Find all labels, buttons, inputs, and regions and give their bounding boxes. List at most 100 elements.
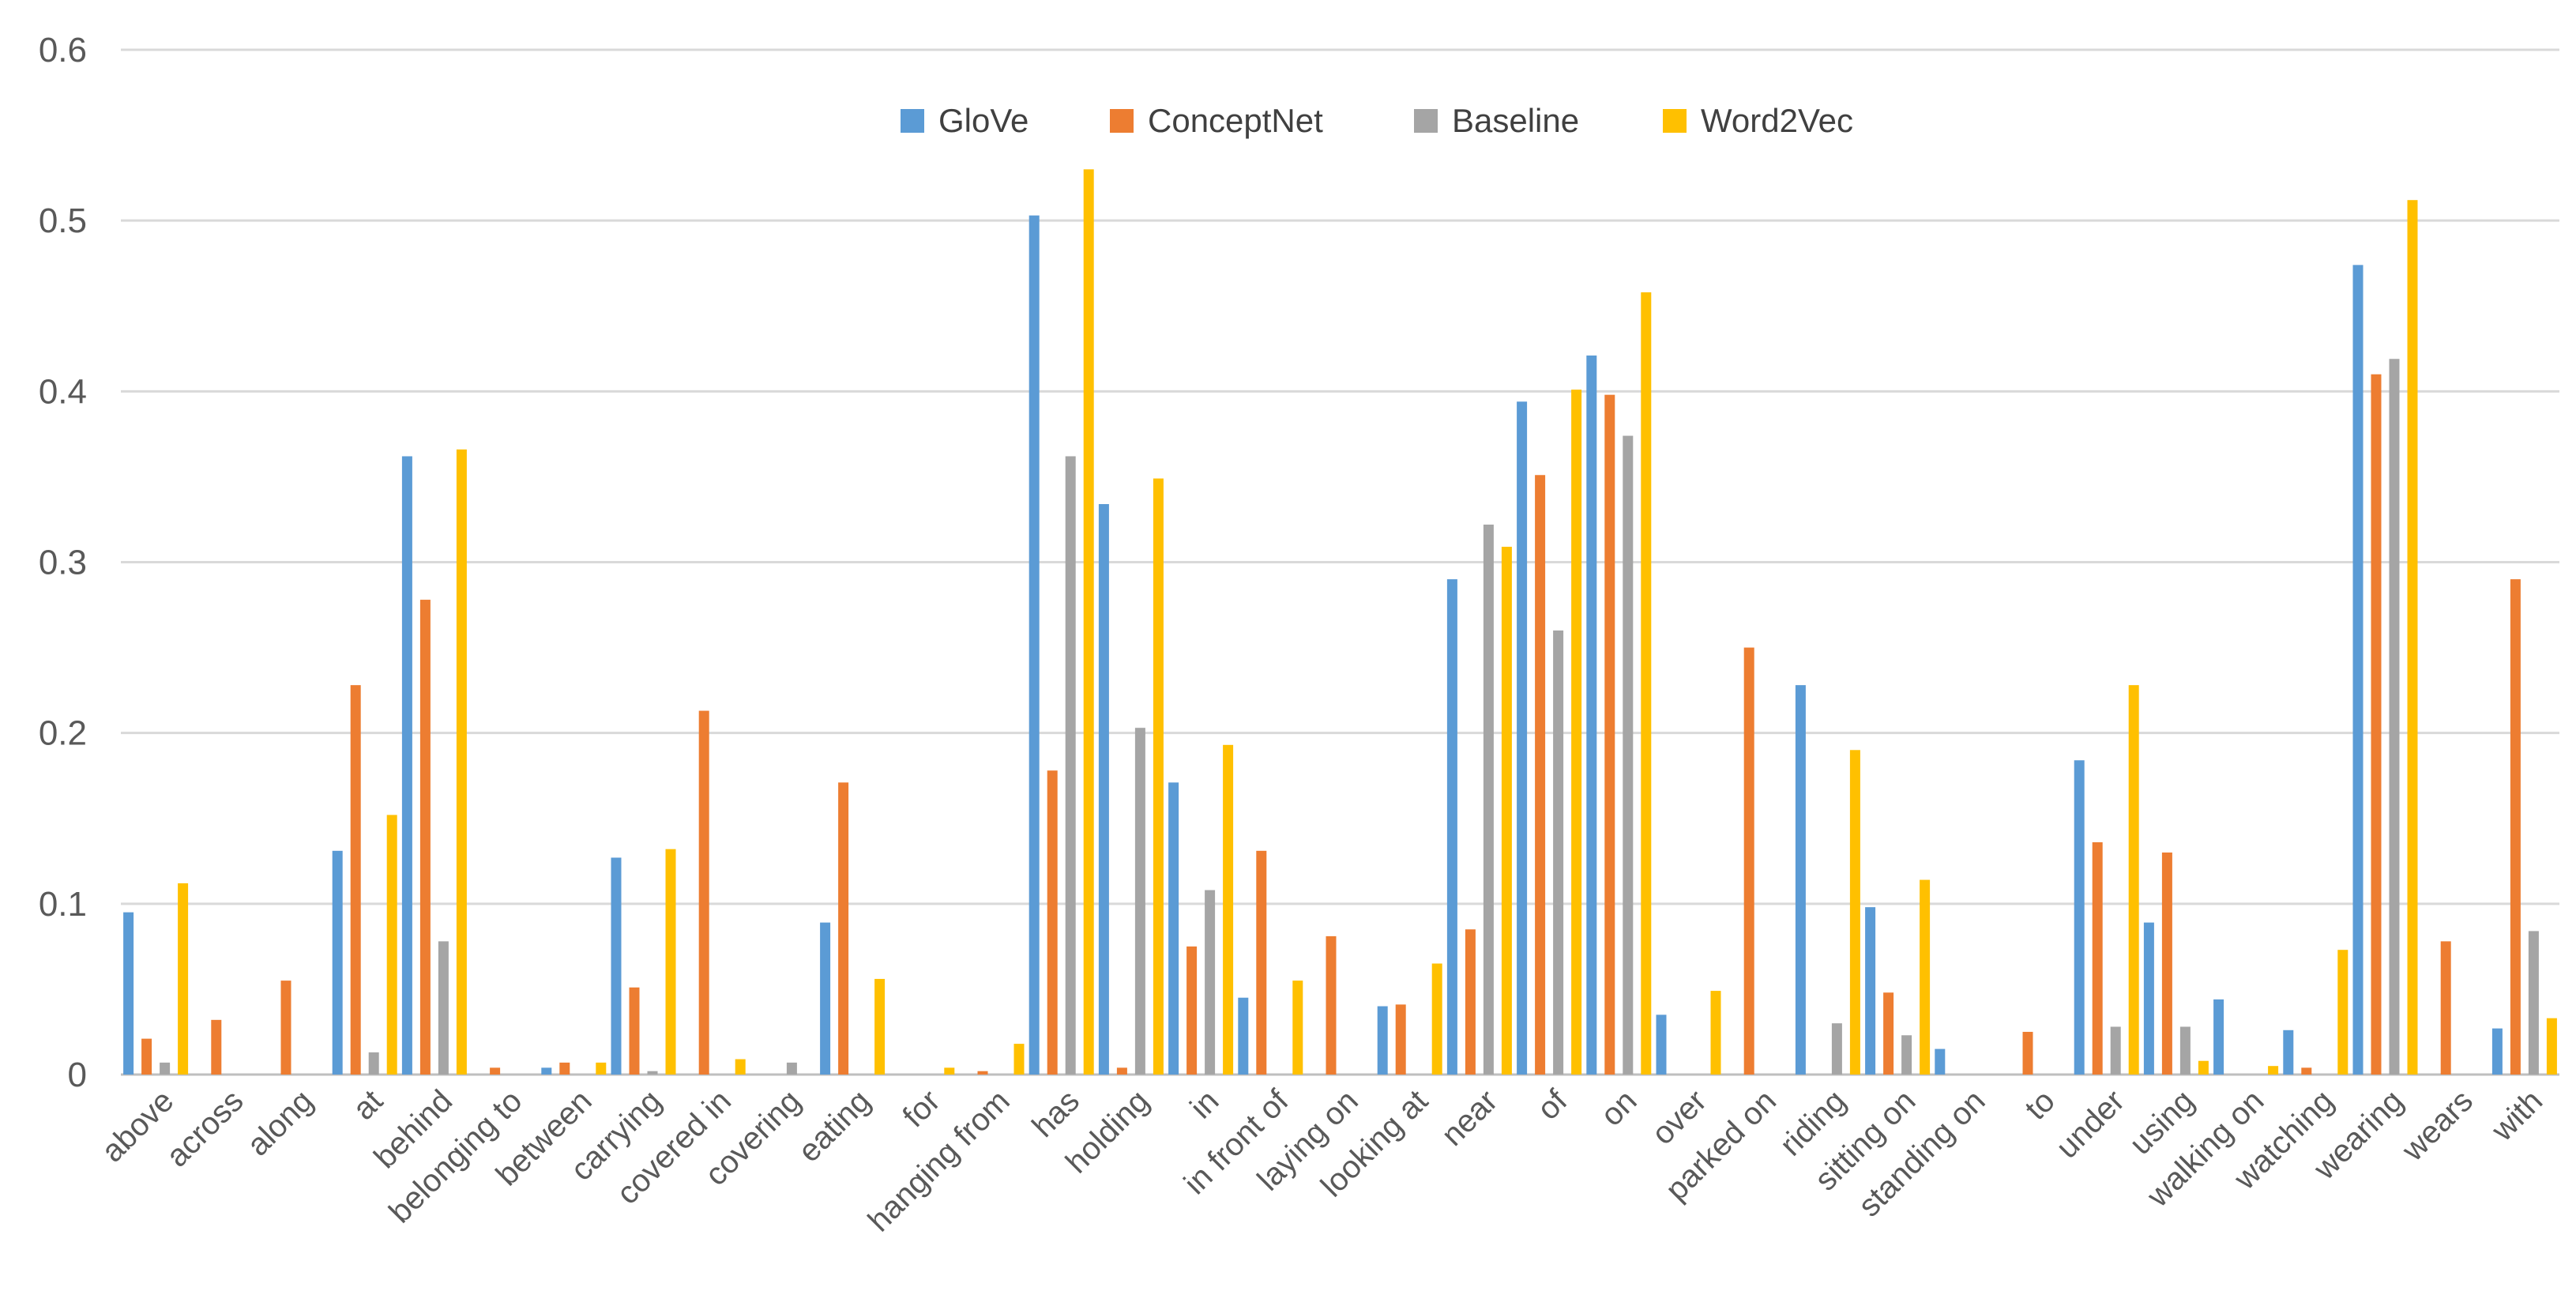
bar-conceptnet-across [211, 1019, 222, 1075]
legend-swatch-baseline [1414, 109, 1438, 133]
bar-conceptnet-laying-on [1326, 935, 1337, 1075]
bar-glove-under [2074, 760, 2085, 1075]
legend-label-word2vec: Word2Vec [1701, 102, 1853, 139]
bar-glove-looking-at [1377, 1006, 1388, 1075]
bar-glove-wearing [2352, 265, 2364, 1075]
bar-conceptnet-between [559, 1062, 570, 1075]
bar-glove-has [1029, 215, 1040, 1075]
x-tick-label: with [2484, 1083, 2549, 1148]
bar-word2vec-sitting-on [1920, 879, 1931, 1075]
bar-baseline-with [2528, 931, 2539, 1075]
bar-conceptnet-in [1186, 946, 1198, 1075]
bar-conceptnet-eating [838, 782, 849, 1075]
bar-word2vec-on [1641, 292, 1652, 1075]
bar-conceptnet-wearing [2371, 374, 2382, 1075]
y-tick-label: 0.5 [39, 201, 87, 240]
x-tick-label: of [1531, 1083, 1574, 1127]
bar-conceptnet-using [2161, 852, 2172, 1075]
bar-word2vec-walking-on [2268, 1066, 2279, 1075]
bar-conceptnet-has [1047, 770, 1058, 1075]
x-tick-label: in [1183, 1083, 1225, 1125]
x-tick-label: on [1594, 1083, 1644, 1133]
bar-conceptnet-with [2510, 579, 2521, 1075]
x-tick-label: eating [792, 1083, 877, 1169]
bar-conceptnet-holding [1116, 1067, 1127, 1075]
bar-glove-above [123, 912, 134, 1075]
bar-glove-eating [820, 922, 831, 1075]
bar-glove-over [1656, 1014, 1667, 1075]
x-tick-label: under [2050, 1083, 2131, 1165]
bar-glove-on [1586, 355, 1597, 1075]
x-tick-label: wears [2395, 1083, 2480, 1168]
bar-glove-using [2143, 922, 2154, 1075]
bar-glove-near [1446, 579, 1457, 1075]
bar-baseline-holding [1134, 728, 1145, 1075]
bar-baseline-near [1483, 524, 1494, 1075]
legend-label-baseline: Baseline [1452, 102, 1579, 139]
bar-conceptnet-under [2092, 842, 2103, 1075]
bar-conceptnet-near [1465, 929, 1476, 1075]
bar-glove-walking-on [2213, 999, 2224, 1075]
bar-conceptnet-to [2022, 1031, 2033, 1075]
bar-baseline-at [368, 1052, 379, 1075]
bar-conceptnet-hanging-from [977, 1071, 988, 1075]
bar-conceptnet-sitting-on [1883, 992, 1894, 1075]
bar-glove-in [1168, 782, 1179, 1075]
y-tick-label: 0 [68, 1056, 87, 1094]
x-tick-label: for [897, 1083, 947, 1134]
bar-word2vec-behind [456, 449, 467, 1075]
bar-word2vec-near [1501, 547, 1512, 1075]
legend-label-glove: GloVe [938, 102, 1029, 139]
bar-conceptnet-of [1535, 475, 1546, 1075]
bar-baseline-above [160, 1062, 171, 1075]
y-tick-label: 0.2 [39, 714, 87, 753]
bar-baseline-in [1205, 890, 1216, 1075]
bar-conceptnet-above [141, 1038, 152, 1075]
bar-word2vec-riding [1849, 750, 1860, 1075]
bar-baseline-of [1553, 630, 1564, 1075]
bar-word2vec-for [944, 1067, 955, 1075]
bar-conceptnet-looking-at [1395, 1004, 1406, 1075]
bar-conceptnet-in-front-of [1256, 850, 1267, 1075]
bar-word2vec-between [596, 1062, 607, 1075]
y-tick-label: 0.4 [39, 372, 87, 411]
y-tick-label: 0.6 [39, 31, 87, 70]
y-tick-label: 0.1 [39, 885, 87, 924]
bar-glove-holding [1098, 504, 1109, 1075]
bar-word2vec-under [2128, 685, 2139, 1075]
bar-conceptnet-on [1604, 394, 1615, 1075]
bar-glove-standing-on [1935, 1048, 1946, 1075]
bar-conceptnet-at [350, 685, 361, 1075]
x-tick-label: across [160, 1083, 250, 1173]
bar-baseline-riding [1831, 1023, 1842, 1075]
bar-conceptnet-carrying [629, 987, 640, 1075]
bars [123, 169, 2557, 1075]
bar-word2vec-holding [1153, 478, 1164, 1075]
bar-baseline-has [1065, 456, 1076, 1075]
bar-glove-in-front-of [1238, 997, 1249, 1075]
bar-baseline-wearing [2389, 359, 2400, 1075]
bar-glove-watching [2283, 1030, 2294, 1075]
x-tick-label: has [1025, 1083, 1086, 1144]
x-tick-label: to [2018, 1083, 2062, 1127]
bar-word2vec-with [2546, 1018, 2557, 1075]
bar-word2vec-watching [2337, 950, 2348, 1075]
legend-swatch-conceptnet [1110, 109, 1134, 133]
gridlines [121, 48, 2559, 1076]
bar-word2vec-above [178, 883, 189, 1075]
x-tick-label: near [1435, 1083, 1505, 1153]
bar-baseline-carrying [647, 1071, 658, 1075]
bar-word2vec-at [386, 815, 397, 1075]
bar-word2vec-using [2198, 1060, 2209, 1075]
bar-conceptnet-watching [2301, 1067, 2312, 1075]
bar-conceptnet-parked-on [1743, 647, 1754, 1075]
bar-baseline-on [1623, 435, 1634, 1075]
bar-glove-with [2491, 1028, 2503, 1075]
bar-conceptnet-along [280, 981, 291, 1075]
bar-word2vec-wearing [2407, 200, 2418, 1075]
bar-baseline-under [2110, 1026, 2121, 1075]
bar-glove-between [541, 1067, 552, 1075]
bar-word2vec-of [1571, 390, 1582, 1075]
